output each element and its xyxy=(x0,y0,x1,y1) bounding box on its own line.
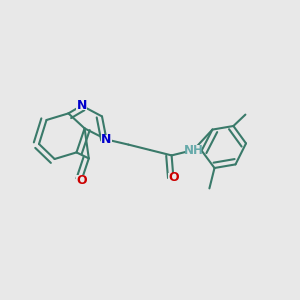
FancyBboxPatch shape xyxy=(76,101,87,110)
Text: O: O xyxy=(168,171,179,184)
FancyBboxPatch shape xyxy=(186,145,201,155)
FancyBboxPatch shape xyxy=(101,135,112,144)
Text: NH: NH xyxy=(184,143,203,157)
FancyBboxPatch shape xyxy=(76,175,87,185)
Text: N: N xyxy=(76,99,87,112)
FancyBboxPatch shape xyxy=(168,173,179,182)
Text: O: O xyxy=(76,173,87,187)
Text: N: N xyxy=(101,133,112,146)
